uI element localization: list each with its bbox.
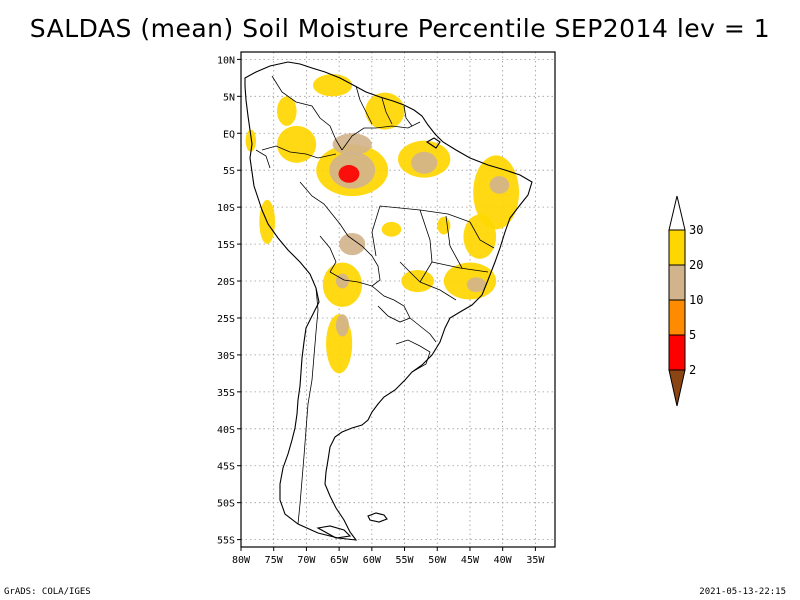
field-para-east-core	[411, 151, 438, 174]
field-colombia-east	[276, 96, 297, 126]
peru-bolivia-border	[319, 235, 337, 273]
y-tick-label: 55S	[217, 536, 235, 547]
y-axis: 10N 5N EQ 5S 10S 15S 20S 25S 30S 35S 40S 45S 50S 55S	[217, 55, 241, 547]
x-tick-label: 65W	[330, 555, 349, 566]
footer-timestamp: 2021-05-13-22:15	[699, 587, 786, 597]
y-tick-label: 45S	[217, 462, 235, 473]
percentile-fields	[245, 74, 520, 374]
field-northwest-amazon	[276, 125, 317, 163]
y-tick-label: 15S	[217, 240, 235, 251]
x-tick-label: 60W	[363, 555, 382, 566]
legend-bottom-arrow	[668, 369, 686, 407]
field-amazon-dry-core	[338, 165, 360, 183]
field-north-argentina-core	[335, 314, 349, 337]
y-tick-label: 20S	[217, 277, 235, 288]
country-borders	[255, 75, 495, 525]
field-mato-grosso-south	[401, 269, 434, 293]
y-tick-label: 40S	[217, 425, 235, 436]
tierra-del-fuego	[316, 525, 352, 539]
field-northeast-brazil-core	[489, 176, 510, 194]
argentina-brazil-border	[409, 317, 437, 343]
y-tick-label: 5S	[223, 166, 235, 177]
field-bolivia-south-core	[335, 273, 349, 289]
falkland-islands	[367, 512, 388, 523]
plot-background	[241, 52, 555, 547]
brazil-state-lines	[371, 205, 495, 301]
field-mato-grosso	[381, 221, 402, 237]
colombia-peru-border	[261, 145, 337, 159]
map-title: SALDAS (mean) Soil Moisture Percentile S…	[29, 14, 771, 43]
uruguay-border	[395, 339, 431, 373]
bolivia-brazil-border	[347, 235, 381, 287]
legend-top-arrow	[668, 195, 686, 231]
legend-swatch-2-5	[668, 334, 686, 371]
colombia-venezuela-border	[271, 75, 343, 151]
y-tick-label: 25S	[217, 314, 235, 325]
coastlines	[244, 61, 533, 541]
legend-label-10: 10	[689, 293, 703, 307]
marajo-island	[425, 137, 441, 149]
brazil-north-border	[341, 121, 421, 151]
x-tick-label: 35W	[526, 555, 545, 566]
legend-label-30: 30	[689, 223, 703, 237]
legend-label-2: 2	[689, 363, 696, 377]
y-tick-label: 5N	[223, 92, 235, 103]
color-legend: 30 20 10 5 2	[668, 195, 703, 407]
y-tick-label: 35S	[217, 388, 235, 399]
guyana-suriname-border	[381, 97, 393, 125]
field-venezuela-north	[312, 74, 353, 97]
y-tick-label: 50S	[217, 499, 235, 510]
x-tick-label: 80W	[232, 555, 251, 566]
legend-swatch-5-10	[668, 299, 686, 336]
x-tick-label: 75W	[265, 555, 284, 566]
chile-argentina-border	[297, 287, 319, 525]
paraguay-borders	[371, 285, 411, 323]
x-tick-label: 45W	[461, 555, 480, 566]
south-america-coast	[244, 61, 533, 541]
bolivia-south-border	[329, 271, 373, 287]
y-tick-label: EQ	[223, 129, 235, 140]
plot-frame	[240, 51, 556, 548]
x-tick-label: 40W	[494, 555, 513, 566]
y-tick-label: 30S	[217, 351, 235, 362]
field-bolivia-lowlands	[339, 233, 366, 256]
x-tick-label: 55W	[396, 555, 415, 566]
suriname-guiana-border	[403, 105, 413, 127]
peru-brazil-border	[299, 181, 349, 237]
legend-label-20: 20	[689, 258, 703, 272]
x-axis: 80W 75W 70W 65W 60W 55W 50W 45W 40W 35W	[232, 547, 545, 566]
legend-swatch-10-20	[668, 264, 686, 301]
x-tick-label: 50W	[428, 555, 447, 566]
y-tick-label: 10N	[217, 55, 235, 66]
x-tick-label: 70W	[297, 555, 316, 566]
legend-swatch-20-30	[668, 229, 686, 266]
legend-label-5: 5	[689, 328, 696, 342]
y-tick-label: 10S	[217, 203, 235, 214]
field-ecuador	[245, 129, 257, 152]
ecuador-peru-border	[255, 149, 271, 169]
footer-credit: GrADS: COLA/IGES	[4, 587, 91, 597]
field-southeast-brazil-core	[466, 277, 487, 293]
venezuela-guyana-border	[355, 85, 373, 125]
